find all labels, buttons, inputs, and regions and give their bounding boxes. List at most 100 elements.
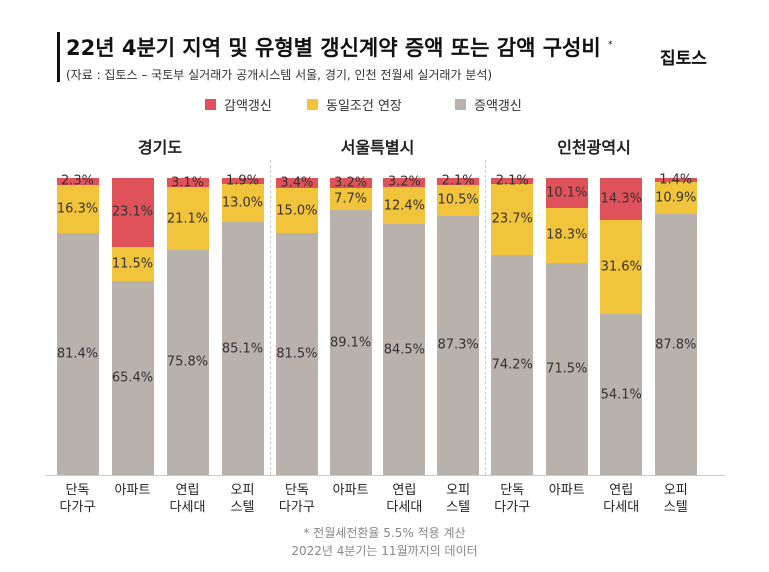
bar-segment xyxy=(56,178,99,185)
subtitle: (자료 : 집토스 – 국토부 실거래가 공개시스템 서울, 경기, 인천 전월… xyxy=(66,68,493,82)
bar-segment xyxy=(545,178,588,209)
x-tick-label: 오피 스텔 xyxy=(663,483,688,515)
divider xyxy=(485,160,486,475)
data-label: 3.2% xyxy=(387,174,421,190)
bar-segment xyxy=(275,178,318,189)
data-label: 23.1% xyxy=(111,204,154,220)
footnote: 2022년 4분기는 11월까지의 데이터 xyxy=(291,544,478,558)
bar-segment xyxy=(221,178,264,184)
data-label: 2.1% xyxy=(441,173,475,189)
x-tick-label: 연립 다세대 xyxy=(169,483,206,515)
data-label: 65.4% xyxy=(111,370,154,386)
bar-segment xyxy=(545,208,588,263)
data-label: 1.4% xyxy=(659,172,693,188)
data-label: 1.9% xyxy=(225,173,260,189)
data-label: 81.5% xyxy=(276,346,318,362)
panel-title: 인천광역시 xyxy=(557,138,631,157)
bar-segment xyxy=(491,254,534,475)
x-tick-label: 단독 다가구 xyxy=(278,483,315,515)
bar-segment xyxy=(491,184,534,255)
baseline xyxy=(45,475,725,476)
bar-segment xyxy=(383,177,426,188)
data-label: 85.1% xyxy=(221,341,264,357)
bar-segment xyxy=(329,210,372,475)
bar-segment xyxy=(654,214,697,475)
legend-swatch xyxy=(205,99,216,110)
x-tick-label: 아파트 xyxy=(114,483,151,498)
bar-segment xyxy=(166,249,209,475)
data-label: 3.1% xyxy=(170,175,205,191)
x-tick-label: 오피 스텔 xyxy=(230,483,255,515)
bar-segment xyxy=(491,178,534,185)
bar-segment xyxy=(600,314,643,475)
data-label: 31.6% xyxy=(600,259,642,275)
x-tick-label: 아파트 xyxy=(548,483,585,498)
data-label: 75.8% xyxy=(166,354,209,370)
x-tick-label: 연립 다세대 xyxy=(386,483,423,515)
bar-segment xyxy=(437,184,480,216)
data-label: 71.5% xyxy=(546,361,588,377)
bar-segment xyxy=(383,187,426,225)
bar-segment xyxy=(437,178,480,185)
data-label: 3.2% xyxy=(334,175,368,191)
data-label: 81.4% xyxy=(56,346,99,362)
x-tick-label: 아파트 xyxy=(332,483,369,498)
bar-segment xyxy=(111,178,154,247)
data-label: 11.5% xyxy=(111,256,154,272)
bar-segment xyxy=(654,177,697,182)
data-label: 14.3% xyxy=(600,191,642,207)
data-label: 74.2% xyxy=(491,357,533,373)
bar-segment xyxy=(600,178,643,221)
data-label: 21.1% xyxy=(166,211,209,227)
data-label: 89.1% xyxy=(329,335,372,351)
legend-label: 감액갱신 xyxy=(224,99,272,114)
chart-title: 22년 4분기 지역 및 유형별 갱신계약 증액 또는 감액 구성비 xyxy=(66,36,601,60)
bar-segment xyxy=(383,224,426,475)
legend-swatch xyxy=(455,99,466,110)
bar-segment xyxy=(600,220,643,315)
title-mark: * xyxy=(608,40,613,50)
x-tick-label: 연립 다세대 xyxy=(603,483,640,515)
data-label: 16.3% xyxy=(56,201,99,217)
bar-segment xyxy=(545,262,588,475)
data-label: 13.0% xyxy=(221,195,264,211)
bar-segment xyxy=(329,187,372,211)
legend-label: 증액갱신 xyxy=(474,99,522,114)
data-label: 10.5% xyxy=(437,192,479,208)
bar-segment xyxy=(56,184,99,234)
bar-segment xyxy=(221,183,264,223)
data-label: 87.3% xyxy=(437,337,479,353)
x-tick-label: 단독 다가구 xyxy=(59,483,96,515)
bar-segment xyxy=(437,215,480,475)
bar-segment xyxy=(329,178,372,188)
bar-segment xyxy=(56,233,99,475)
data-label: 87.8% xyxy=(655,337,697,353)
data-label: 7.7% xyxy=(334,191,368,207)
bar-segment xyxy=(654,181,697,215)
title-bar xyxy=(57,32,60,82)
legend-label: 동일조건 연장 xyxy=(326,99,402,114)
bar-segment xyxy=(111,246,154,281)
bar-segment xyxy=(221,222,264,475)
data-label: 12.4% xyxy=(383,198,426,214)
x-tick-label: 단독 다가구 xyxy=(494,483,531,515)
brand: 집토스 xyxy=(660,49,707,69)
data-label: 84.5% xyxy=(383,342,426,358)
x-tick-label: 오피 스텔 xyxy=(446,483,471,515)
footnotes: * 전월세전환율 5.5% 적용 계산 2022년 4분기는 11월까지의 데이… xyxy=(0,524,769,560)
bar-segment xyxy=(275,188,318,233)
data-label: 3.4% xyxy=(280,175,314,191)
data-label: 10.1% xyxy=(546,185,588,201)
bar-segment xyxy=(111,280,154,475)
data-label: 2.1% xyxy=(495,173,529,189)
legend-swatch xyxy=(307,99,318,110)
data-label: 23.7% xyxy=(491,211,533,227)
panel-title: 경기도 xyxy=(137,138,183,157)
divider xyxy=(270,160,271,475)
data-label: 54.1% xyxy=(600,387,642,403)
title-wrap: 22년 4분기 지역 및 유형별 갱신계약 증액 또는 감액 구성비 * xyxy=(66,32,613,62)
data-label: 2.3% xyxy=(60,173,95,189)
data-label: 15.0% xyxy=(276,203,318,219)
footnote: * 전월세전환율 5.5% 적용 계산 xyxy=(303,526,466,540)
